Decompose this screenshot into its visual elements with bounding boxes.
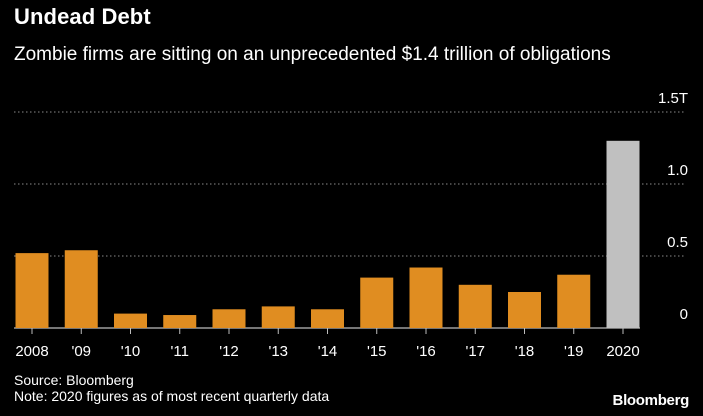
x-tick-label: '15: [367, 343, 387, 360]
x-ticks: [31, 328, 624, 334]
bar-14: [311, 309, 344, 328]
x-tick-label: '16: [416, 343, 436, 360]
chart-subtitle: Zombie firms are sitting on an unprecede…: [14, 44, 611, 65]
source-note: Source: Bloomberg: [14, 372, 134, 388]
y-tick-label: 0: [680, 306, 688, 323]
y-tick-label: 1.0: [667, 162, 688, 179]
x-tick-label: '12: [219, 343, 239, 360]
x-tick-label: '11: [171, 343, 189, 360]
bar-2020: [606, 140, 640, 328]
bar-10: [114, 313, 147, 328]
footnote: Note: 2020 figures as of most recent qua…: [14, 388, 330, 404]
x-tick-label: '09: [71, 343, 91, 360]
chart-title: Undead Debt: [14, 4, 151, 29]
bar-13: [261, 306, 295, 328]
bar-19: [557, 274, 591, 328]
bar-11: [163, 315, 197, 328]
bar-17: [458, 284, 492, 328]
x-tick-label: '14: [318, 343, 338, 360]
bar-18: [508, 292, 541, 328]
x-tick-labels: 2008 '09 '10 '11 '12 '13 '14 '15 '16 '17 '18 '19 202…: [15, 343, 639, 360]
bloomberg-logo: Bloomberg: [612, 392, 690, 409]
x-tick-label: 2020: [606, 343, 639, 360]
x-tick-label: 2008: [15, 343, 48, 360]
y-tick-label: 1.5T: [658, 90, 688, 107]
bars: [15, 140, 640, 328]
x-tick-label: '17: [465, 343, 485, 360]
bar-16: [409, 267, 443, 328]
bar-12: [212, 309, 246, 328]
y-tick-label: 0.5: [667, 234, 688, 251]
x-tick-label: '10: [121, 343, 141, 360]
y-tick-labels: 0 0.5 1.0 1.5T: [658, 90, 688, 323]
bar-15: [360, 277, 394, 328]
bar-2008: [15, 253, 49, 328]
x-tick-label: '19: [564, 343, 584, 360]
bar-09: [64, 250, 98, 328]
x-tick-label: '18: [515, 343, 535, 360]
x-tick-label: '13: [268, 343, 288, 360]
